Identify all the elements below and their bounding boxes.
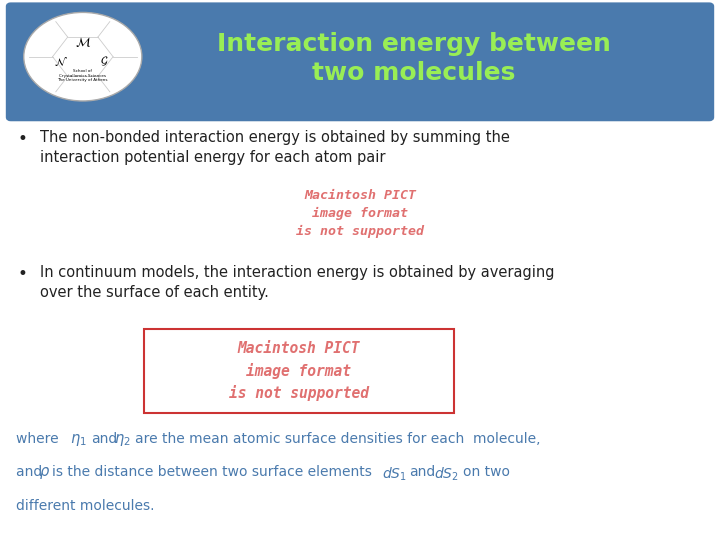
Text: $\eta_1$: $\eta_1$ [70,432,86,448]
Text: Macintosh PICT
image format
is not supported: Macintosh PICT image format is not suppo… [296,188,424,238]
Text: and: and [16,465,47,480]
Text: and: and [409,465,435,480]
Text: on two: on two [463,465,510,480]
FancyBboxPatch shape [144,329,454,413]
Text: Interaction energy between
two molecules: Interaction energy between two molecules [217,32,611,85]
Text: $\mathcal{M}$: $\mathcal{M}$ [75,35,91,49]
Text: $dS_1$: $dS_1$ [382,465,407,483]
Text: where: where [16,432,63,446]
Circle shape [24,12,142,101]
Text: $\mathcal{G}$: $\mathcal{G}$ [100,55,109,68]
Text: Macintosh PICT
image format
is not supported: Macintosh PICT image format is not suppo… [229,341,369,401]
Text: and: and [91,432,117,446]
Text: $\eta_2$: $\eta_2$ [114,432,130,448]
Text: •: • [18,130,28,147]
Text: School of
Crystallomics Sciences
The University of Athens: School of Crystallomics Sciences The Uni… [58,69,108,82]
Text: are the mean atomic surface densities for each  molecule,: are the mean atomic surface densities fo… [135,432,541,446]
Text: different molecules.: different molecules. [16,499,154,513]
Text: $\rho$: $\rho$ [39,465,50,482]
Text: $dS_2$: $dS_2$ [434,465,459,483]
Text: $\mathcal{N}$: $\mathcal{N}$ [54,55,68,68]
Text: •: • [18,265,28,282]
Text: In continuum models, the interaction energy is obtained by averaging
over the su: In continuum models, the interaction ene… [40,265,554,300]
FancyBboxPatch shape [7,4,713,120]
Text: is the distance between two surface elements: is the distance between two surface elem… [52,465,372,480]
Text: The non-bonded interaction energy is obtained by summing the
interaction potenti: The non-bonded interaction energy is obt… [40,130,510,165]
